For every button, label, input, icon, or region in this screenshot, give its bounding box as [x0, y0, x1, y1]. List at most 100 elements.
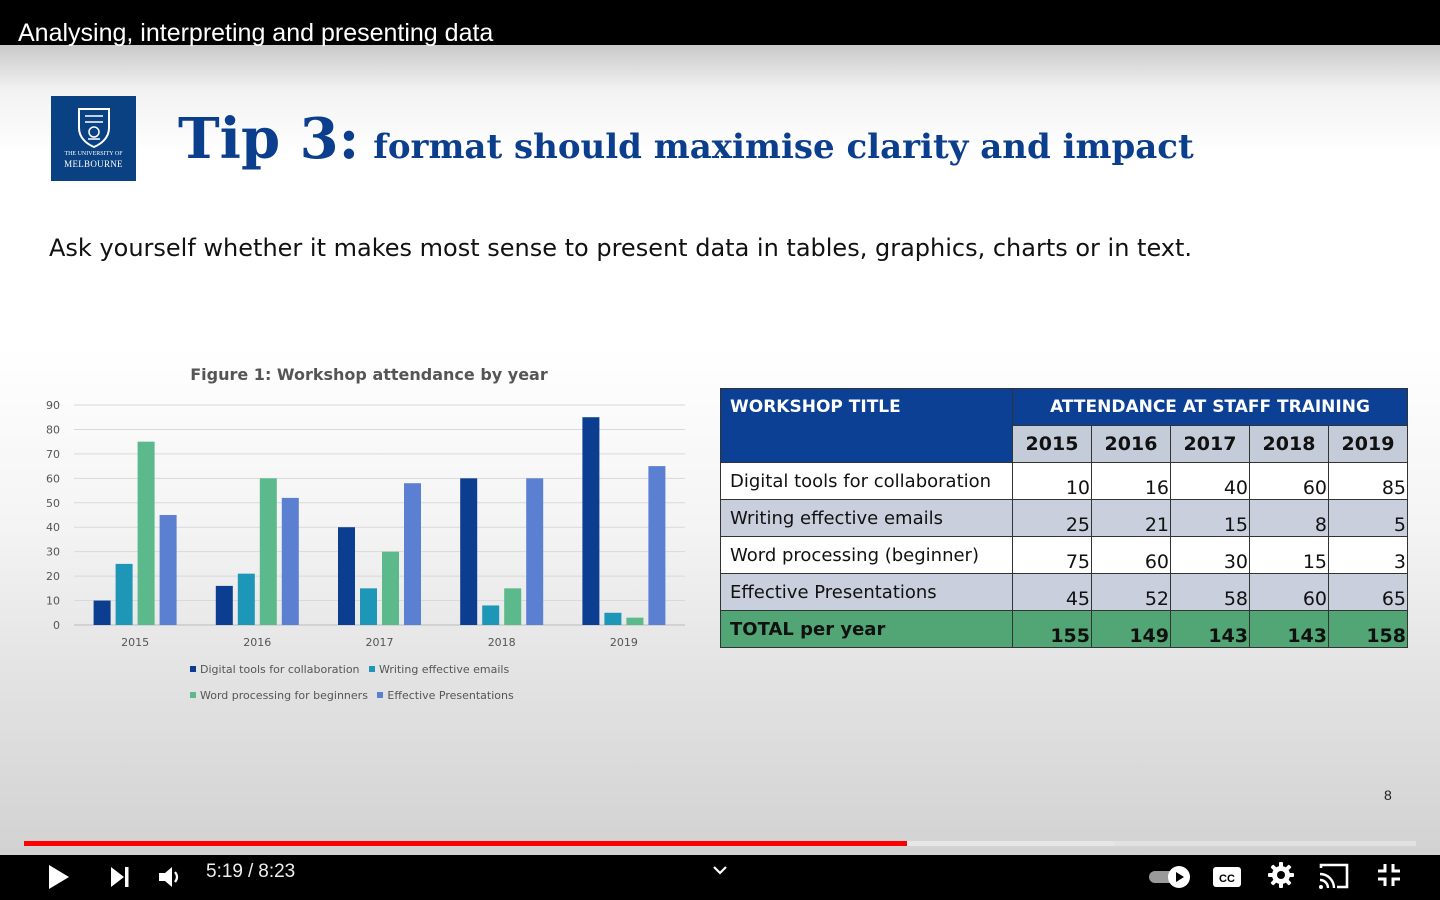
- svg-text:CC: CC: [1219, 873, 1235, 885]
- x-tick-label: 2017: [366, 636, 394, 649]
- table-total-row: TOTAL per year 155 149 143 143 158: [720, 610, 1408, 648]
- table-cell: 60: [1091, 536, 1171, 574]
- autoplay-toggle-icon[interactable]: [1147, 861, 1193, 893]
- table-cell: 60: [1249, 462, 1329, 500]
- table-cell: 30: [1170, 536, 1250, 574]
- slide-subtitle: Ask yourself whether it makes most sense…: [49, 234, 1193, 262]
- gear-icon[interactable]: [1266, 860, 1296, 890]
- table-cell: 15: [1170, 499, 1250, 537]
- table-cell: 15: [1249, 536, 1329, 574]
- bar: [604, 612, 622, 625]
- play-icon[interactable]: [46, 863, 72, 891]
- x-tick-label: 2018: [488, 636, 516, 649]
- table-cell: 16: [1091, 462, 1171, 500]
- slide-title-sub: format should maximise clarity and impac…: [373, 127, 1194, 167]
- bar: [582, 417, 600, 625]
- video-title[interactable]: Analysing, interpreting and presenting d…: [18, 19, 494, 47]
- bar: [526, 478, 544, 625]
- bar: [115, 563, 133, 625]
- bar: [482, 605, 500, 625]
- legend-swatch: [190, 666, 196, 672]
- table-cell: 85: [1328, 462, 1408, 500]
- table-year: 2017: [1170, 425, 1250, 463]
- player-controls: CC: [0, 855, 1440, 900]
- bar: [259, 478, 277, 625]
- bar: [404, 483, 421, 625]
- x-tick-label: 2015: [121, 636, 149, 649]
- y-tick-label: 20: [46, 570, 60, 583]
- table-cell: 8: [1249, 499, 1329, 537]
- table-total-cell: 158: [1328, 610, 1408, 648]
- bar: [159, 515, 177, 625]
- table-cell: 10: [1012, 462, 1092, 500]
- chart-svg: 0 10 20 30 40 50 60 70 80 90 2015 2016 2017 2018 2019: [46, 399, 685, 649]
- exit-fullscreen-icon[interactable]: [1374, 860, 1404, 890]
- table-row-label: Word processing (beginner): [720, 536, 1013, 574]
- table-header-attendance: ATTENDANCE AT STAFF TRAINING: [1012, 388, 1408, 426]
- x-tick-label: 2016: [243, 636, 271, 649]
- table-total-label: TOTAL per year: [720, 610, 1013, 648]
- volume-icon[interactable]: [157, 863, 185, 891]
- table-cell: 3: [1328, 536, 1408, 574]
- table-row: Digital tools for collaboration 10 16 40…: [720, 462, 1408, 500]
- legend-item: Digital tools for collaboration: [190, 663, 360, 676]
- table-cell: 40: [1170, 462, 1250, 500]
- duration: 8:23: [258, 861, 296, 882]
- slide-title-main: Tip 3:: [178, 106, 360, 172]
- crest-icon: [78, 108, 110, 148]
- y-tick-label: 90: [46, 399, 60, 412]
- bar: [460, 478, 478, 625]
- legend-item: Writing effective emails: [369, 663, 509, 676]
- legend-label: Writing effective emails: [379, 663, 510, 676]
- chevron-down-icon[interactable]: [711, 863, 729, 877]
- table-cell: 52: [1091, 573, 1171, 611]
- y-tick-label: 70: [46, 448, 60, 461]
- cast-icon[interactable]: [1316, 860, 1352, 892]
- table-year: 2019: [1328, 425, 1408, 463]
- bar: [626, 617, 644, 625]
- current-time: 5:19: [206, 861, 243, 882]
- table-year: 2016: [1091, 425, 1171, 463]
- table-row: Effective Presentations 45 52 58 60 65: [720, 573, 1408, 611]
- legend-label: Digital tools for collaboration: [200, 663, 360, 676]
- legend-swatch: [369, 666, 376, 672]
- attendance-table: WORKSHOP TITLE ATTENDANCE AT STAFF TRAIN…: [720, 388, 1408, 648]
- table-cell: 60: [1249, 573, 1329, 611]
- skip-next-icon[interactable]: [108, 864, 132, 890]
- table-row-label: Writing effective emails: [720, 499, 1013, 537]
- table-cell: 65: [1328, 573, 1408, 611]
- bar: [504, 588, 522, 625]
- table-cell: 45: [1012, 573, 1092, 611]
- table-total-cell: 149: [1091, 610, 1171, 648]
- chart-legend: Digital tools for collaboration Writing …: [190, 663, 520, 715]
- y-tick-label: 60: [46, 472, 60, 485]
- attendance-chart: Figure 1: Workshop attendance by year 0 1…: [30, 360, 700, 720]
- table-header-workshop: WORKSHOP TITLE: [720, 388, 1013, 463]
- y-tick-label: 0: [53, 619, 60, 632]
- table-row: Writing effective emails 25 21 15 8 5: [720, 499, 1408, 537]
- table-cell: 25: [1012, 499, 1092, 537]
- table-cell: 75: [1012, 536, 1092, 574]
- table-cell: 5: [1328, 499, 1408, 537]
- legend-label: Word processing for beginners: [200, 689, 368, 702]
- bar: [137, 441, 155, 625]
- y-tick-label: 30: [46, 546, 60, 559]
- table-total-cell: 143: [1170, 610, 1250, 648]
- table-year: 2018: [1249, 425, 1329, 463]
- slide: THE UNIVERSITY OF MELBOURNE Tip 3: format…: [0, 45, 1440, 855]
- x-tick-label: 2019: [610, 636, 638, 649]
- bar: [215, 585, 233, 625]
- legend-item: Effective Presentations: [377, 689, 514, 702]
- y-tick-label: 80: [46, 423, 60, 436]
- table-row: Word processing (beginner) 75 60 30 15 3: [720, 536, 1408, 574]
- university-logo: THE UNIVERSITY OF MELBOURNE: [51, 96, 136, 181]
- closed-captions-icon[interactable]: CC: [1211, 862, 1243, 892]
- y-tick-label: 10: [46, 595, 60, 608]
- bar: [281, 497, 299, 625]
- legend-swatch: [190, 692, 196, 698]
- table-total-cell: 143: [1249, 610, 1329, 648]
- y-tick-label: 50: [46, 497, 60, 510]
- table-row-label: Digital tools for collaboration: [720, 462, 1013, 500]
- bar: [338, 527, 355, 625]
- bar: [648, 466, 666, 625]
